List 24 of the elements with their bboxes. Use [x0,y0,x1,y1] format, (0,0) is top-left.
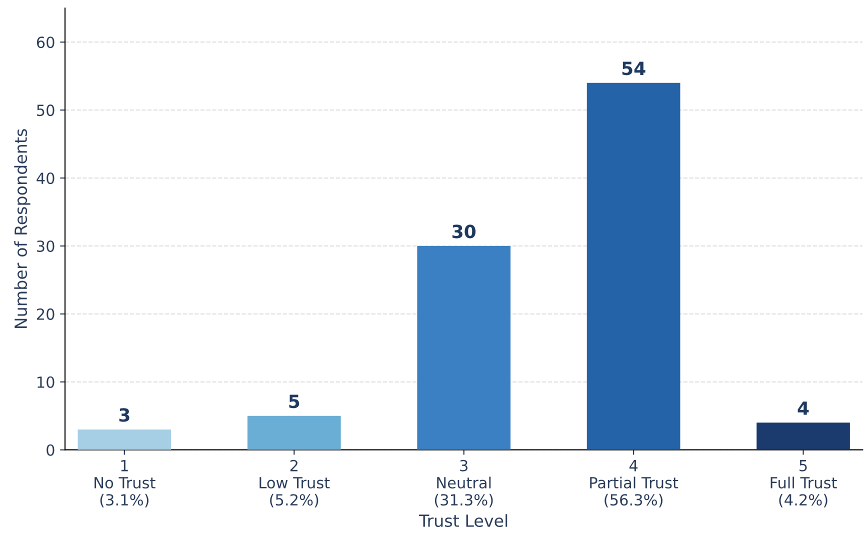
y-tick-label: 20 [36,308,54,320]
x-tick-label: 1 No Trust (3.1%) [94,460,156,508]
y-tick-label: 40 [36,172,54,184]
y-tick-label: 0 [46,444,54,456]
y-axis-title: Number of Respondents [14,129,30,328]
data-label: 4 [798,402,809,415]
y-tick-label: 50 [37,104,54,116]
data-label: 54 [622,62,646,76]
x-tick-label: 3 Neutral (31.3%) [434,460,493,508]
bar [756,422,850,450]
bar [247,416,341,450]
x-tick-label: 2 Low Trust (5.2%) [260,460,330,508]
data-label: 3 [119,408,130,422]
bar [586,82,680,450]
x-tick-label: 4 Partial Trust (56.3%) [590,460,678,508]
x-tick-label: 5 Full Trust (4.2%) [770,460,837,508]
y-tick-label: 30 [37,240,54,252]
y-tick-label: 10 [38,376,54,388]
bar [78,429,172,450]
y-tick-label: 60 [36,36,54,48]
x-axis-title: Trust Level [418,514,508,528]
data-label: 30 [452,224,476,238]
data-label: 5 [289,394,300,408]
bar [417,246,511,450]
